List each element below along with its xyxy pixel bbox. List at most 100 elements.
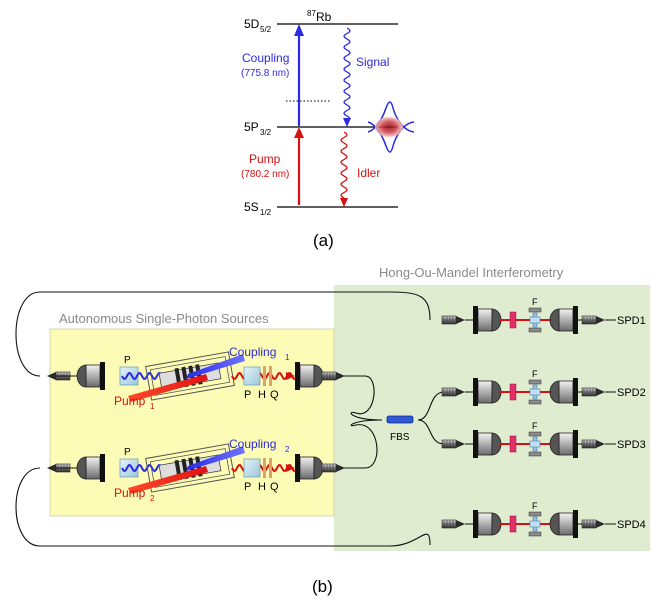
half-waveplate-label: H — [258, 481, 266, 493]
input-connector — [441, 519, 465, 529]
output-coupler-head — [549, 380, 560, 404]
filter-assembly: F — [528, 501, 542, 537]
pump-wavelength: (780.2 nm) — [241, 169, 289, 180]
half-waveplate — [263, 458, 266, 478]
detector-row-4: F SPD4 — [441, 501, 646, 538]
sources-region — [49, 328, 335, 517]
output-coupler-body — [558, 308, 574, 332]
filter-element — [529, 520, 541, 528]
output-connector-tip — [596, 440, 605, 448]
coupling-beam — [186, 354, 245, 379]
input-coupler-head — [491, 432, 502, 456]
source-output-coupler-body — [299, 364, 315, 388]
filter-top-cap — [528, 379, 542, 385]
source-input-coupler — [76, 362, 105, 390]
output-connector — [581, 315, 605, 325]
source-output-coupler-plate — [295, 362, 300, 390]
isotope-symbol: Rb — [316, 10, 332, 24]
caption-a: (a) — [313, 231, 334, 250]
coupling-beam-label-sub: 1 — [285, 353, 290, 362]
source-input-coupler — [76, 454, 105, 482]
output-coupler-head — [549, 512, 560, 536]
coupling-label: Coupling — [242, 51, 289, 65]
pump-beam-label-sub: 1 — [150, 402, 155, 411]
output-coupler — [549, 306, 578, 334]
filter-element — [529, 388, 541, 396]
hom-title: Hong-Ou-Mandel Interferometry — [379, 265, 564, 280]
setup-diagram: Hong-Ou-Mandel Interferometry Autonomous… — [15, 265, 650, 596]
source-input-coupler-plate — [100, 362, 105, 390]
output-coupler — [549, 510, 578, 538]
fbs-label: FBS — [390, 432, 410, 443]
detector-row-2: F SPD2 — [441, 369, 646, 406]
detector-label-spd4: SPD4 — [617, 519, 646, 531]
output-polarizer — [243, 458, 261, 478]
input-coupler-head — [491, 380, 502, 404]
level-label-5p-sub: 3/2 — [260, 128, 272, 137]
coupling-wavelength: (775.8 nm) — [241, 68, 289, 79]
filter-label: F — [532, 421, 538, 431]
energy-level-diagram: 87 Rb 5D 5/2 5P 3/2 5S 1/2 Coupling (775… — [241, 9, 415, 250]
pump-beam — [128, 374, 208, 402]
bandpass-filter — [509, 435, 517, 453]
pump-beam-label-sub: 2 — [150, 494, 155, 503]
quarter-waveplate-label: Q — [270, 389, 279, 401]
source-input-coupler-plate — [100, 454, 105, 482]
input-connector-tip — [456, 440, 465, 448]
source-input-coupler-body — [85, 364, 101, 388]
output-coupler-body — [558, 432, 574, 456]
input-coupler-plate — [473, 378, 478, 406]
source-input-connector-tip — [47, 372, 56, 380]
input-coupler-body — [477, 308, 493, 332]
input-coupler-plate — [473, 510, 478, 538]
source-output-coupler — [295, 362, 324, 390]
input-connector-tip — [456, 520, 465, 528]
quarter-waveplate-label: Q — [270, 481, 279, 493]
cell-housing-inner — [149, 448, 231, 488]
polarizer-label: P — [124, 355, 131, 366]
fiber-beam-splitter — [386, 415, 414, 424]
source-output-connector — [321, 463, 345, 473]
caption-b: (b) — [312, 577, 333, 596]
output-polarizer-label: P — [244, 481, 251, 493]
output-coupler-head — [549, 432, 560, 456]
filter-top-cap — [528, 511, 542, 517]
cell-housing-outer — [145, 351, 235, 401]
output-connector — [581, 439, 605, 449]
detector-label-spd1: SPD1 — [617, 315, 646, 327]
coupling-arrowhead — [294, 24, 304, 36]
output-coupler-body — [558, 512, 574, 536]
idler-arrowhead — [286, 464, 295, 472]
input-coupler-plate — [473, 430, 478, 458]
output-connector-tip — [596, 316, 605, 324]
level-label-5d-sub: 5/2 — [260, 25, 272, 34]
pump-beam — [128, 466, 208, 494]
idler-photon-wave — [340, 131, 348, 199]
source-input-coupler-body — [85, 456, 101, 480]
coupling-beam — [186, 446, 245, 471]
pump-arrowhead — [294, 127, 304, 138]
bandpass-filter — [509, 515, 517, 533]
fiber-source2-to-fbs — [343, 419, 383, 469]
filter-assembly: F — [528, 421, 542, 457]
fiber-source1-to-fbs — [343, 375, 383, 421]
output-polarizer-label: P — [244, 389, 251, 401]
coupling-beam-label-sub: 2 — [285, 445, 290, 454]
level-label-5s-sub: 1/2 — [260, 208, 272, 217]
detector-row-1: F SPD1 — [441, 297, 646, 334]
coupling-beam-label: Coupling — [229, 437, 276, 451]
coupling-beam-label: Coupling — [229, 345, 276, 359]
filter-bottom-cap — [528, 531, 542, 537]
idler-arrowhead — [286, 372, 295, 380]
pump-beam-label: Pump — [114, 486, 146, 500]
pump-beam-label: Pump — [114, 394, 146, 408]
level-label-5p: 5P — [244, 120, 259, 134]
input-coupler-plate — [473, 306, 478, 334]
input-coupler — [473, 510, 502, 538]
filter-label: F — [532, 501, 538, 511]
filter-assembly: F — [528, 369, 542, 405]
source-input-connector-tip — [47, 464, 56, 472]
input-coupler-body — [477, 432, 493, 456]
filter-top-cap — [528, 307, 542, 313]
